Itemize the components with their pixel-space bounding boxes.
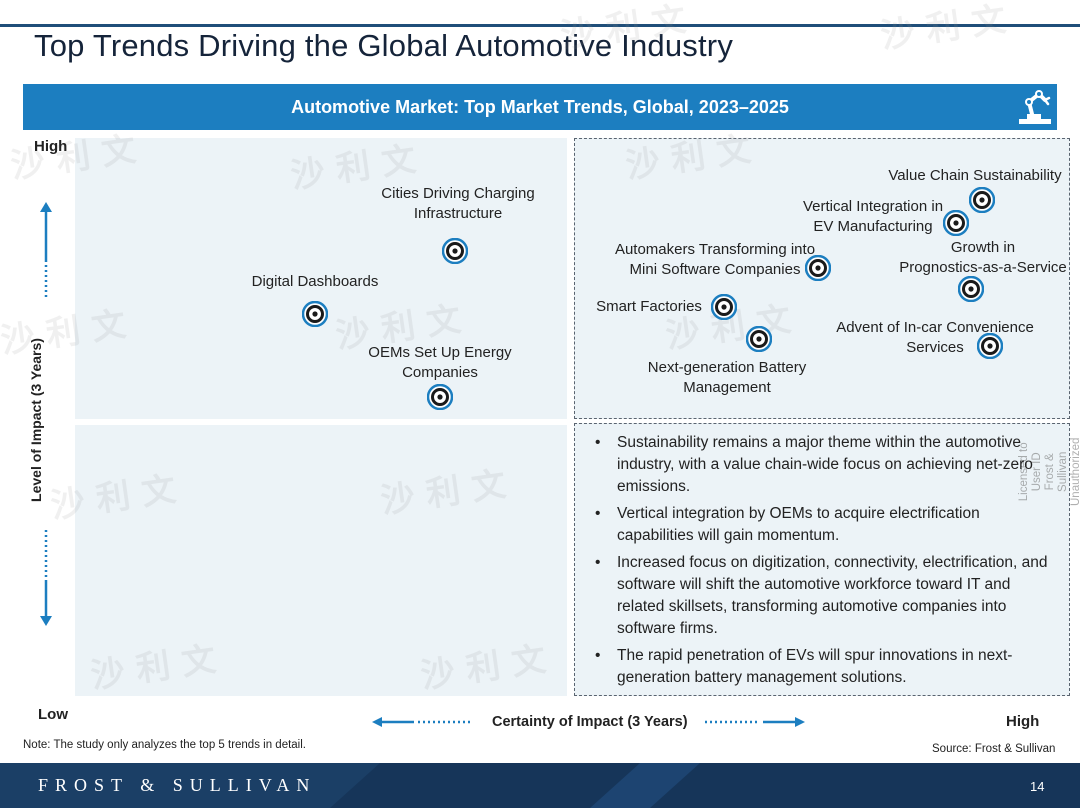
x-axis-arrow-right — [705, 717, 805, 727]
trend-label-prognostics: Growth in Prognostics-as-a-Service — [899, 239, 1067, 276]
bullet-item: Sustainability remains a major theme wit… — [590, 432, 1060, 498]
target-marker-prognostics — [958, 276, 984, 302]
footnote: Note: The study only analyzes the top 5 … — [23, 739, 306, 751]
target-marker-mini-software — [805, 255, 831, 281]
trend-label-smart-factories: Smart Factories — [596, 298, 702, 315]
x-axis-label: Certainty of Impact (3 Years) — [492, 714, 688, 730]
watermark-logo: 沙 利 文 — [878, 0, 1009, 57]
chart-banner: Automotive Market: Top Market Trends, Gl… — [23, 84, 1057, 130]
target-marker-value-chain — [969, 187, 995, 213]
target-marker-battery-management — [746, 326, 772, 352]
target-marker-oems-energy — [427, 384, 453, 410]
bullet-item: Increased focus on digitization, connect… — [590, 552, 1060, 640]
y-axis-arrow — [40, 202, 52, 626]
trend-label-oems-energy: OEMs Set Up Energy Companies — [368, 344, 512, 381]
brand-logo: FROST & SULLIVAN — [38, 775, 317, 795]
x-axis-arrow-left — [372, 717, 472, 727]
insight-bullets: Sustainability remains a major theme wit… — [590, 432, 1060, 694]
trend-label-battery-management: Next-generation Battery Management — [647, 359, 807, 396]
x-axis-high-label: High — [1006, 713, 1040, 730]
target-marker-smart-factories — [711, 294, 737, 320]
page-number: 14 — [1030, 779, 1045, 794]
y-axis-high-label: High — [34, 138, 68, 155]
trend-label-vertical-integration: Vertical Integration in EV Manufacturing — [802, 198, 944, 235]
trend-label-mini-software: Automakers Transforming into Mini Softwa… — [614, 241, 816, 278]
banner-title: Automotive Market: Top Market Trends, Gl… — [291, 97, 789, 117]
quadrant-top-left — [75, 138, 567, 419]
bullet-item: The rapid penetration of EVs will spur i… — [590, 645, 1060, 689]
trend-label-value-chain: Value Chain Sustainability — [888, 167, 1062, 184]
robot-arm-icon — [1019, 90, 1051, 124]
trend-label-digital-dashboards: Digital Dashboards — [251, 273, 379, 290]
target-marker-cities-charging — [442, 238, 468, 264]
target-marker-in-car-services — [977, 333, 1003, 359]
footer-decoration — [330, 763, 1080, 808]
page-title: Top Trends Driving the Global Automotive… — [34, 28, 734, 63]
y-axis-label-text: Level of Impact (3 Years) — [28, 338, 44, 502]
y-axis-low-label: Low — [38, 706, 68, 723]
quadrant-bottom-left — [75, 425, 567, 696]
target-marker-digital-dashboards — [302, 301, 328, 327]
trend-label-in-car-services: Advent of In-car Convenience Services — [836, 319, 1034, 356]
source-note: Source: Frost & Sullivan — [932, 743, 1056, 755]
trend-label-cities-charging: Cities Driving Charging Infrastructure — [381, 185, 535, 222]
bullet-item: Vertical integration by OEMs to acquire … — [590, 503, 1060, 547]
header-rule — [0, 24, 1080, 27]
target-marker-vertical-integration — [943, 210, 969, 236]
